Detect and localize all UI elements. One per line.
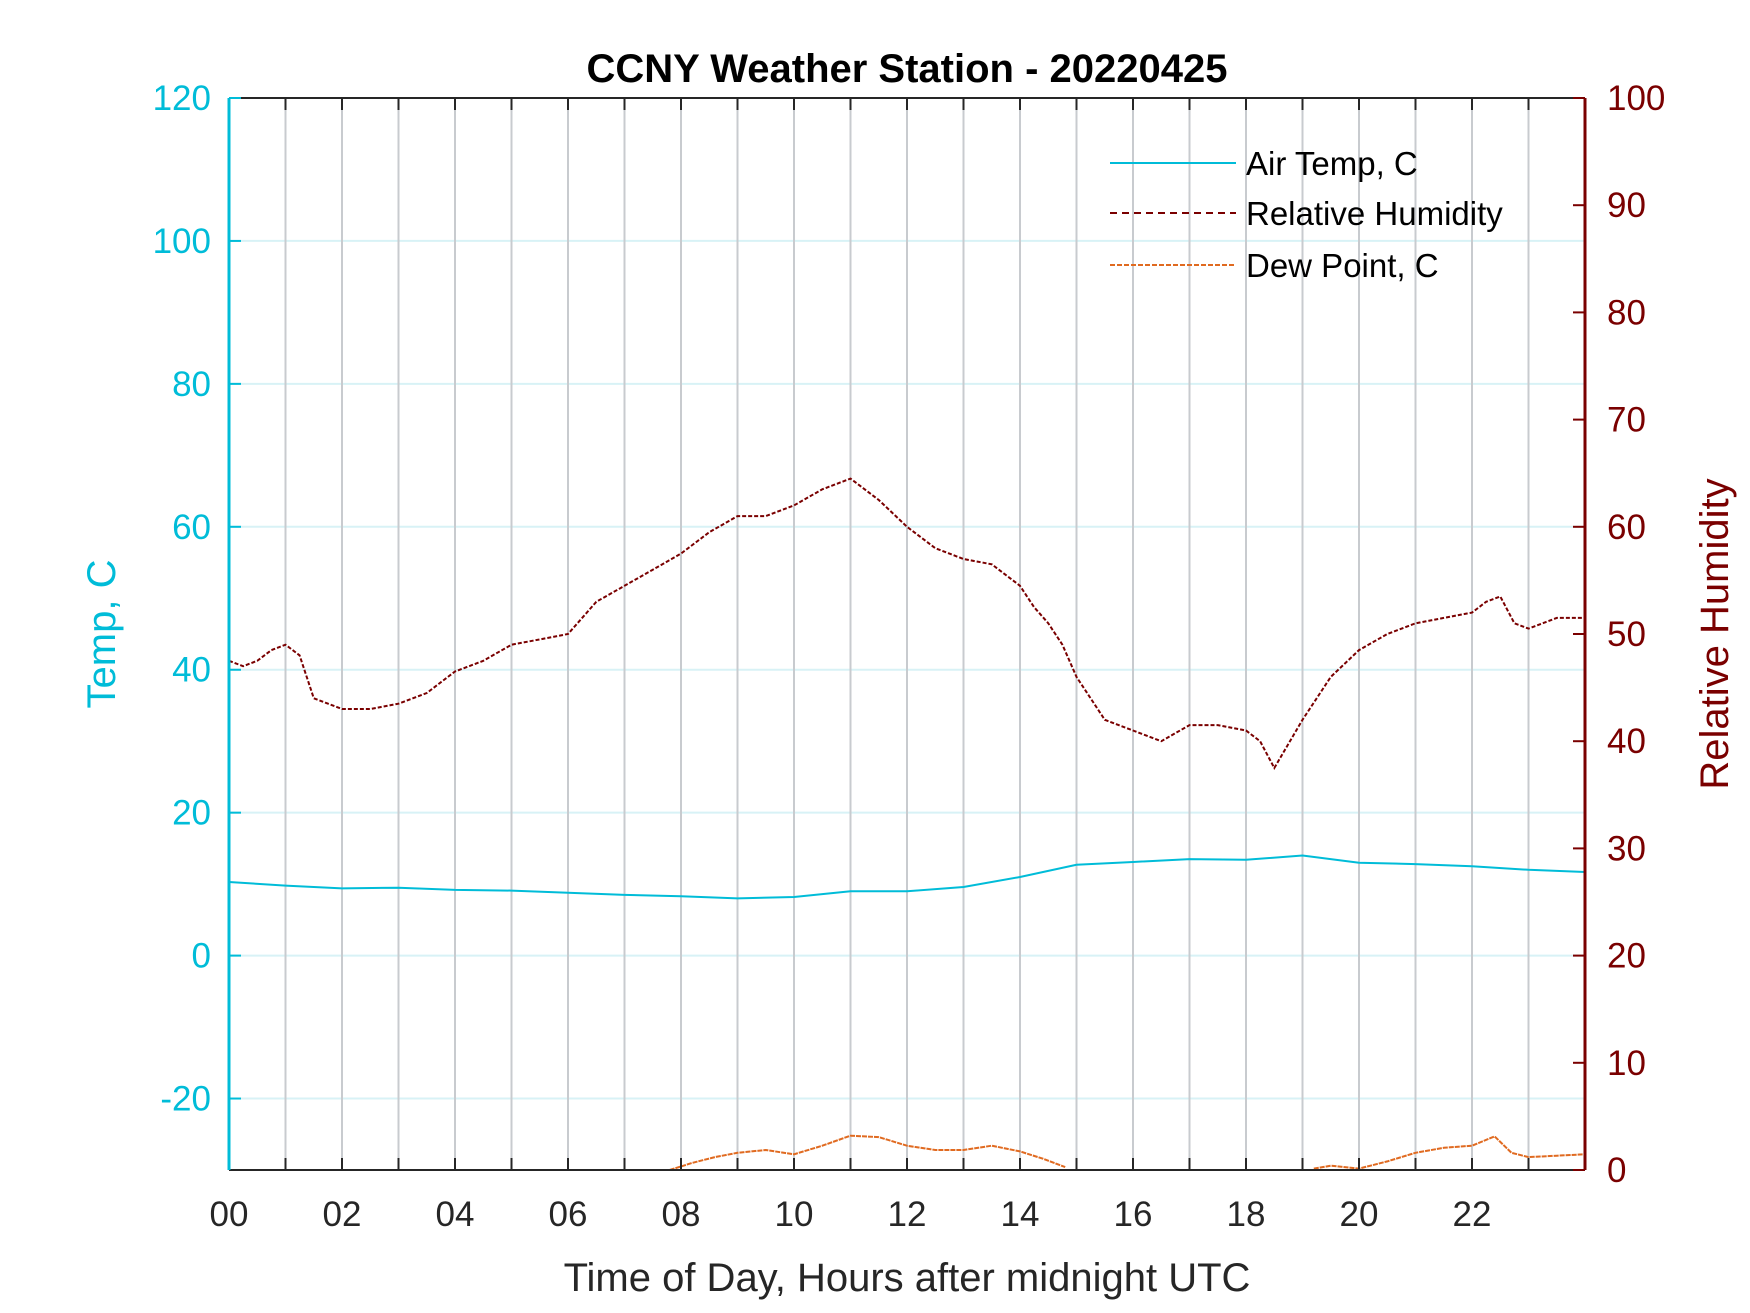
x-tick-label: 06: [549, 1195, 588, 1234]
y-right-tick-label: 30: [1607, 829, 1646, 868]
y-left-tick-label: 60: [172, 508, 211, 547]
y-left-tick-label: 100: [153, 222, 211, 261]
y-right-tick-label: 90: [1607, 186, 1646, 225]
x-tick-label: 20: [1340, 1195, 1379, 1234]
series-line-relative-humidity: [228, 477, 1585, 771]
x-tick-label: 08: [662, 1195, 701, 1234]
y-right-tick-label: 80: [1607, 293, 1646, 332]
x-tick-label: 02: [323, 1195, 362, 1234]
legend-label-air-temp: Air Temp, C: [1246, 145, 1418, 182]
x-tick-label: 12: [888, 1195, 927, 1234]
series-line-air-temp: [228, 854, 1586, 900]
y-right-tick-label: 100: [1607, 79, 1665, 118]
legend-label-dew-point: Dew Point, C: [1246, 247, 1439, 284]
x-tick-label: 04: [436, 1195, 475, 1234]
legend-label-humidity: Relative Humidity: [1246, 195, 1503, 232]
x-tick-label: 18: [1227, 1195, 1266, 1234]
tick-labels: 00 02 04 06 08 10 12 14 16 18 20 22-200204060801001…: [153, 79, 1666, 1234]
y-left-tick-label: 0: [192, 937, 211, 976]
y-left-tick-label: 40: [172, 651, 211, 690]
series-layer: [228, 477, 1586, 1171]
x-tick-label: 10: [775, 1195, 814, 1234]
chart-title: CCNY Weather Station - 20220425: [587, 47, 1228, 91]
y-left-tick-label: -20: [160, 1080, 211, 1119]
x-tick-label: 16: [1114, 1195, 1153, 1234]
series-line-dew-point-segment-2: [1313, 1135, 1586, 1170]
y-right-tick-label: 20: [1607, 937, 1646, 976]
x-tick-label: 00: [210, 1195, 249, 1234]
axes-frame: [227, 97, 1587, 1171]
y-right-tick-label: 10: [1607, 1044, 1646, 1083]
y-left-tick-label: 80: [172, 365, 211, 404]
y-right-tick-label: 40: [1607, 722, 1646, 761]
y-left-tick-label: 20: [172, 794, 211, 833]
y-right-tick-label: 50: [1607, 615, 1646, 654]
y-right-tick-label: 60: [1607, 508, 1646, 547]
x-tick-label: 14: [1001, 1195, 1040, 1234]
series-line-dew-point: [669, 1134, 1066, 1171]
legend: Air Temp, C Relative Humidity Dew Point,…: [1110, 145, 1503, 284]
y-right-tick-label: 70: [1607, 401, 1646, 440]
y-axis-left-label: Temp, C: [80, 560, 124, 709]
y-right-tick-label: 0: [1607, 1151, 1626, 1190]
x-tick-label: 22: [1453, 1195, 1492, 1234]
y-left-tick-label: 120: [153, 79, 211, 118]
x-axis-label: Time of Day, Hours after midnight UTC: [564, 1256, 1251, 1300]
y-axis-right-label: Relative Humidity: [1693, 478, 1737, 789]
